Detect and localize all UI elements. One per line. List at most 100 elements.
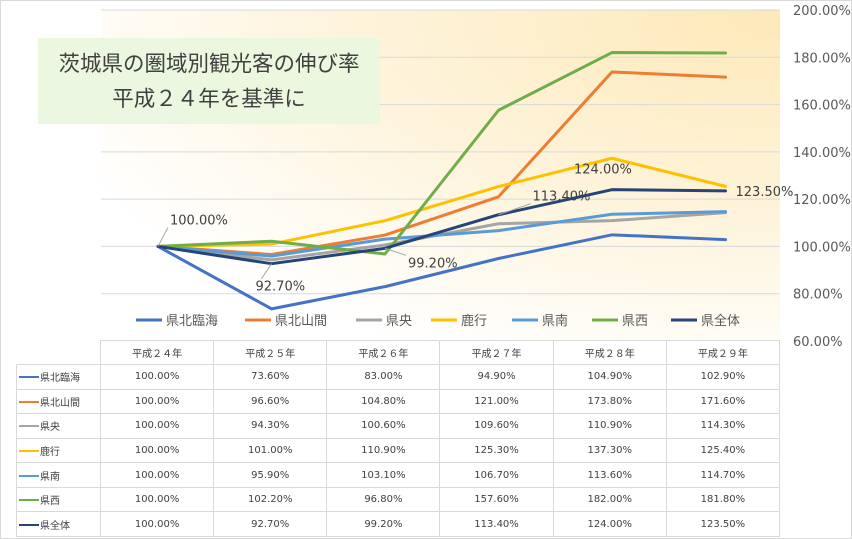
table-cell: 100.00%: [99, 388, 215, 415]
table-cell: 125.40%: [665, 437, 781, 464]
y-tick-label: 80.00%: [793, 288, 843, 303]
data-label: 100.00%: [170, 213, 228, 228]
table-header-row: 平成２４年 平成２５年 平成２６年 平成２７年 平成２８年 平成２９年: [16, 340, 781, 365]
table-row-header: 県北臨海: [16, 364, 101, 390]
table-cell: 102.90%: [665, 364, 781, 390]
y-tick-label: 180.00%: [793, 51, 851, 66]
legend-label-1: 県北山間: [275, 314, 327, 329]
table-cell: 137.30%: [552, 437, 667, 464]
y-tick-label: 160.00%: [793, 99, 851, 114]
table-column-header: 平成２８年: [552, 340, 667, 365]
table-cell: 113.40%: [439, 511, 554, 537]
legend-label-6: 県全体: [701, 313, 740, 329]
table-cell: 103.10%: [326, 462, 441, 488]
leader-line: [261, 263, 272, 279]
legend-label-3: 鹿行: [461, 313, 487, 329]
table-cell: 92.70%: [213, 511, 328, 537]
table-column-header: 平成２６年: [326, 340, 441, 365]
table-row-header: 県西: [16, 486, 101, 513]
table-series-name: 県央: [40, 422, 60, 434]
table-cell: 102.20%: [213, 486, 328, 513]
data-table: 平成２４年 平成２５年 平成２６年 平成２７年 平成２８年 平成２９年 県北臨海 100.0…: [16, 340, 781, 537]
table-row: 県西 100.00% 102.20% 96.80% 157.60% 182.00% 181.…: [16, 486, 781, 513]
table-cell: 123.50%: [665, 511, 781, 537]
table-cell: 109.60%: [439, 413, 554, 439]
y-tick-label: 140.00%: [793, 146, 851, 161]
y-tick-label: 60.00%: [793, 335, 843, 350]
table-legend-swatch: [19, 523, 39, 526]
chart-title-line-1: 茨城県の圏域別観光客の伸び率: [58, 52, 360, 77]
table-cell: 124.00%: [552, 511, 667, 537]
table-series-name: 鹿行: [40, 446, 60, 458]
table-series-name: 県北臨海: [40, 373, 80, 385]
table-cell: 113.60%: [552, 462, 667, 488]
series-line-3: [156, 156, 727, 248]
data-label: 99.20%: [408, 256, 458, 271]
table-cell: 100.60%: [326, 413, 441, 439]
table-row-header: 県南: [16, 462, 101, 488]
table-column-header: 平成２４年: [99, 340, 215, 365]
table-cell: 173.80%: [552, 388, 667, 415]
legend-label-5: 県西: [622, 314, 648, 329]
table-cell: 96.80%: [326, 486, 441, 513]
series-line-6: [156, 188, 727, 266]
series-line-4: [156, 210, 727, 258]
table-cell: 104.90%: [552, 364, 667, 390]
leader-line: [157, 227, 169, 247]
table-row: 県央 100.00% 94.30% 100.60% 109.60% 110.90% 114.…: [16, 413, 781, 439]
table-legend-swatch: [19, 376, 39, 379]
table-cell: 110.90%: [326, 437, 441, 464]
table-cell: 104.80%: [326, 388, 441, 415]
y-tick-label: 200.00%: [793, 4, 851, 19]
table-cell: 100.00%: [99, 413, 215, 439]
table-row: 鹿行 100.00% 101.00% 110.90% 125.30% 137.30% 125…: [16, 437, 781, 464]
table-legend-swatch: [19, 499, 39, 502]
table-cell: 157.60%: [439, 486, 554, 513]
table-series-name: 県西: [40, 496, 60, 508]
table-legend-swatch: [19, 400, 39, 403]
table-cell: 94.30%: [213, 413, 328, 439]
table-cell: 182.00%: [552, 486, 667, 513]
table-legend-swatch: [19, 425, 39, 428]
table-cell: 171.60%: [665, 388, 781, 415]
table-cell: 100.00%: [99, 486, 215, 513]
table-row-header: 県央: [16, 413, 101, 439]
table-cell: 96.60%: [213, 388, 328, 415]
table-corner-cell: [16, 340, 101, 365]
table-cell: 73.60%: [213, 364, 328, 390]
table-column-header: 平成２５年: [213, 340, 328, 365]
table-cell: 125.30%: [439, 437, 554, 464]
table-cell: 100.00%: [99, 462, 215, 488]
table-cell: 114.30%: [665, 413, 781, 439]
chart-title: 茨城県の圏域別観光客の伸び率 平成２４年を基準に: [38, 38, 380, 124]
table-cell: 94.90%: [439, 364, 554, 390]
table-cell: 106.70%: [439, 462, 554, 488]
table-series-name: 県北山間: [40, 397, 80, 409]
data-label: 124.00%: [574, 163, 632, 178]
table-row: 県北臨海 100.00% 73.60% 83.00% 94.90% 104.90% 102.…: [16, 364, 781, 390]
table-row: 県全体 100.00% 92.70% 99.20% 113.40% 124.00% 123.…: [16, 511, 781, 537]
table-row: 県南 100.00% 95.90% 103.10% 106.70% 113.60% 114.…: [16, 462, 781, 488]
leader-line: [498, 203, 531, 216]
table-cell: 100.00%: [99, 437, 215, 464]
table-series-name: 県南: [40, 471, 60, 483]
series-line-5: [156, 51, 727, 256]
table-column-header: 平成２９年: [665, 340, 781, 365]
table-cell: 181.80%: [665, 486, 781, 513]
table-row-header: 県北山間: [16, 388, 101, 415]
table-cell: 121.00%: [439, 388, 554, 415]
table-cell: 114.70%: [665, 462, 781, 488]
legend-label-0: 県北臨海: [166, 314, 218, 329]
table-cell: 100.00%: [99, 364, 215, 390]
table-legend-swatch: [19, 449, 39, 452]
table-row-header: 県全体: [16, 511, 101, 537]
y-tick-label: 120.00%: [793, 193, 851, 208]
chart-title-line-2: 平成２４年を基準に: [112, 87, 306, 112]
table-column-header: 平成２７年: [439, 340, 554, 365]
table-cell: 99.20%: [326, 511, 441, 537]
table-cell: 101.00%: [213, 437, 328, 464]
series-line-0: [156, 233, 727, 311]
y-tick-label: 100.00%: [793, 240, 851, 255]
table-cell: 95.90%: [213, 462, 328, 488]
